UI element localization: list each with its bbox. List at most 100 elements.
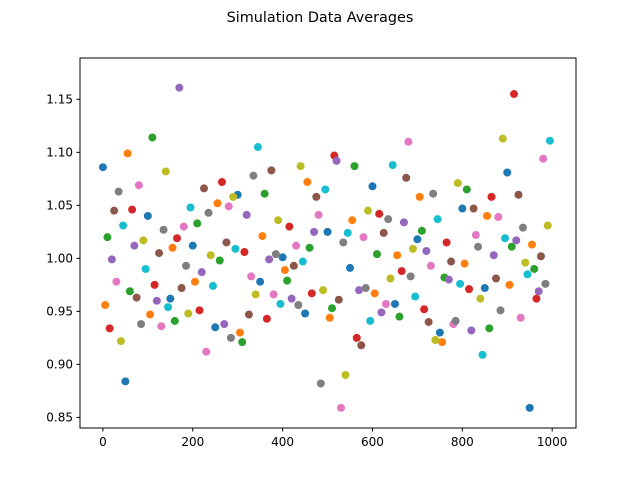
point: [274, 216, 283, 225]
point: [244, 310, 253, 319]
point: [377, 308, 386, 317]
point: [130, 241, 139, 250]
point: [512, 236, 521, 245]
x-tick-label: 1000: [537, 435, 568, 449]
point: [204, 208, 213, 217]
point: [334, 295, 343, 304]
point: [339, 238, 348, 247]
point: [191, 277, 200, 286]
point: [361, 284, 370, 293]
point: [307, 289, 316, 298]
point: [267, 166, 276, 175]
point: [114, 187, 123, 196]
point: [510, 90, 518, 99]
point: [240, 248, 249, 257]
point: [202, 347, 211, 356]
point: [161, 167, 170, 176]
point: [381, 299, 390, 308]
point: [518, 223, 527, 232]
point: [224, 202, 233, 211]
point: [489, 251, 498, 260]
y-tick-label: 1.10: [46, 145, 73, 159]
point: [258, 232, 267, 241]
point: [541, 279, 550, 288]
point: [128, 205, 137, 214]
point: [132, 293, 141, 302]
point: [465, 285, 474, 294]
point: [487, 192, 496, 201]
point: [323, 227, 332, 236]
point: [343, 228, 352, 237]
point: [536, 252, 545, 261]
point: [530, 264, 539, 273]
point: [388, 161, 397, 170]
point: [404, 137, 413, 146]
point: [503, 168, 512, 177]
point: [431, 336, 440, 345]
point: [390, 299, 399, 308]
point: [471, 231, 480, 240]
point: [442, 238, 451, 247]
plot-area: [98, 83, 554, 412]
point: [123, 149, 132, 158]
point: [235, 328, 244, 337]
point: [134, 181, 143, 190]
point: [220, 320, 229, 329]
point: [283, 276, 292, 285]
point: [262, 314, 271, 323]
point: [193, 219, 202, 228]
point: [447, 257, 456, 266]
point: [413, 235, 422, 244]
point: [395, 312, 404, 321]
point: [217, 178, 226, 187]
point: [397, 267, 406, 276]
point: [141, 264, 150, 273]
point: [357, 341, 366, 350]
point: [256, 277, 265, 286]
point: [186, 203, 195, 212]
point: [152, 296, 161, 305]
point: [159, 225, 168, 234]
point: [148, 133, 157, 142]
y-tick-label: 0.85: [46, 410, 73, 424]
point: [370, 289, 379, 298]
point: [399, 218, 408, 227]
point: [458, 204, 467, 213]
point: [498, 134, 507, 143]
y-tick-label: 1.15: [46, 92, 73, 106]
point: [346, 263, 355, 272]
point: [485, 324, 494, 333]
point: [146, 310, 155, 319]
point: [451, 316, 460, 325]
point: [103, 233, 112, 242]
point: [301, 309, 310, 318]
point: [341, 370, 350, 379]
point: [294, 301, 303, 310]
point: [350, 162, 359, 171]
point: [222, 238, 231, 247]
point: [379, 228, 388, 237]
point: [312, 192, 321, 201]
point: [521, 258, 530, 267]
point: [363, 206, 372, 215]
point: [456, 279, 465, 288]
point: [105, 324, 114, 333]
point: [289, 261, 298, 270]
point: [206, 251, 215, 260]
point: [188, 241, 197, 250]
point: [247, 272, 256, 281]
point: [543, 221, 552, 230]
point: [476, 294, 485, 303]
point: [182, 261, 191, 270]
point: [166, 294, 175, 303]
point: [195, 306, 204, 315]
point: [406, 272, 415, 281]
point: [150, 280, 159, 289]
point: [417, 226, 426, 235]
point: [355, 286, 363, 295]
point: [433, 215, 442, 224]
x-tick-label: 800: [451, 435, 474, 449]
point: [474, 242, 483, 251]
point: [539, 154, 548, 163]
point: [107, 255, 116, 264]
